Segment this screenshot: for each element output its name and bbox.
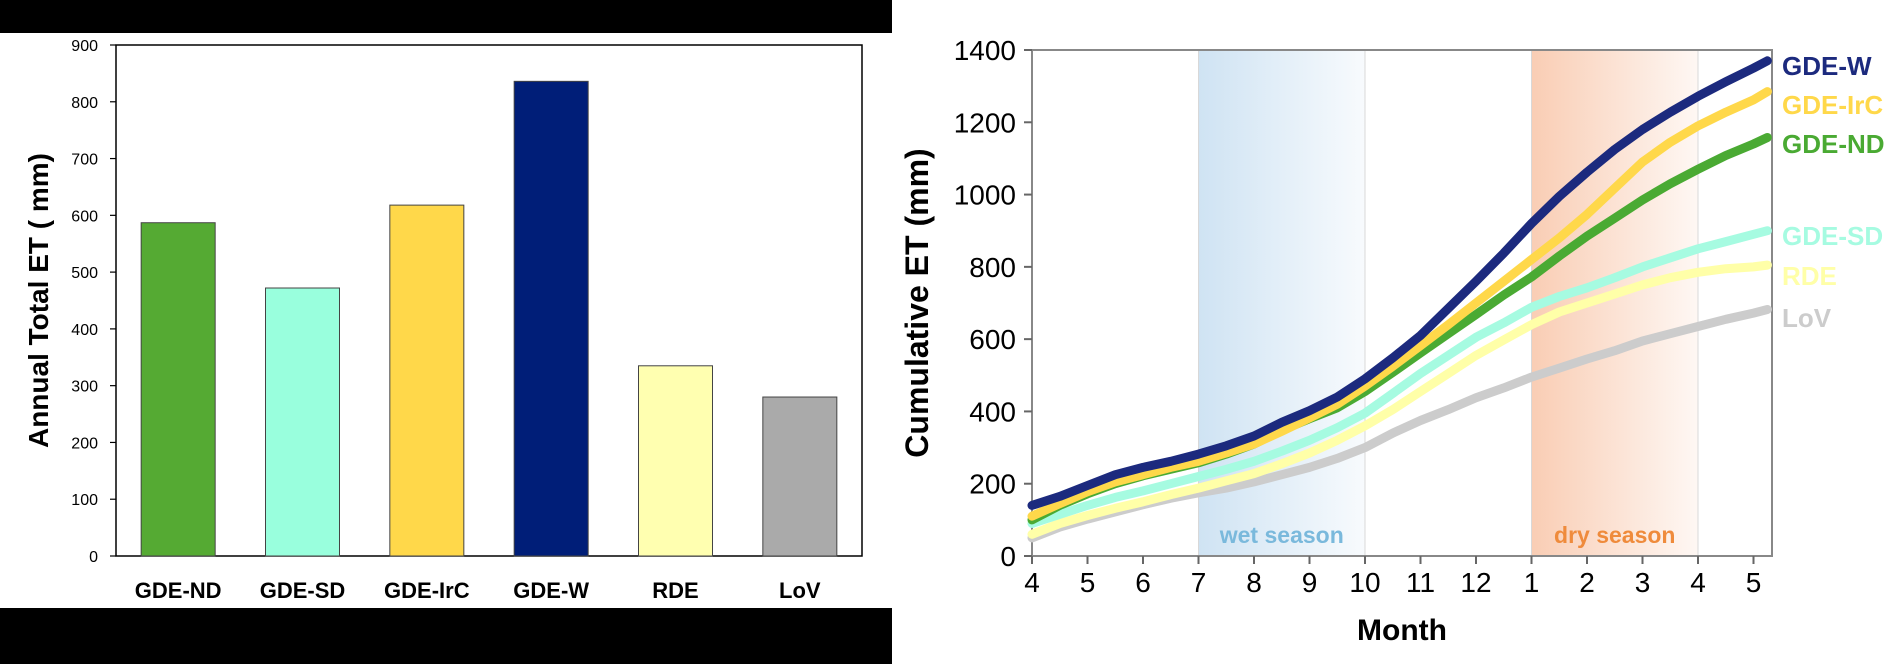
y-tick-label: 400 bbox=[969, 396, 1016, 427]
x-category-label: GDE-SD bbox=[260, 578, 346, 603]
black-band-top bbox=[0, 0, 892, 33]
y-tick-label: 600 bbox=[71, 208, 98, 225]
bar-gde-irc bbox=[389, 204, 465, 557]
x-tick-label: 5 bbox=[1746, 567, 1762, 598]
x-tick-label: 12 bbox=[1460, 567, 1491, 598]
series-label-gde-irc: GDE-IrC bbox=[1782, 90, 1883, 120]
y-tick-label: 1400 bbox=[954, 35, 1016, 66]
x-tick-label: 3 bbox=[1635, 567, 1651, 598]
y-tick-label: 800 bbox=[71, 95, 98, 112]
series-line-gde-irc bbox=[1027, 87, 1772, 521]
series-label-rde: RDE bbox=[1782, 261, 1837, 291]
y-tick-label: 700 bbox=[71, 152, 98, 169]
x-tick-label: 7 bbox=[1191, 567, 1207, 598]
y-tick-label: 200 bbox=[969, 469, 1016, 500]
black-band-bottom bbox=[0, 608, 892, 664]
y-tick-label: 800 bbox=[969, 252, 1016, 283]
series-label-gde-sd: GDE-SD bbox=[1782, 221, 1883, 251]
series-label-lov: LoV bbox=[1782, 303, 1832, 333]
y-axis-title: Cumulative ET (mm) bbox=[899, 148, 935, 457]
y-tick-label: 200 bbox=[71, 435, 98, 452]
x-tick-label: 11 bbox=[1406, 567, 1435, 598]
x-axis-title: Month bbox=[1357, 614, 1447, 647]
y-tick-label: 1200 bbox=[954, 107, 1016, 138]
dry-season-band bbox=[1531, 50, 1698, 556]
series-line-rde bbox=[1027, 260, 1772, 539]
wet-season-label: wet season bbox=[1219, 522, 1344, 548]
x-tick-label: 8 bbox=[1246, 567, 1262, 598]
x-tick-label: 1 bbox=[1524, 567, 1540, 598]
x-tick-label: 2 bbox=[1579, 567, 1595, 598]
y-axis-title: Annual Total ET ( mm) bbox=[23, 153, 54, 448]
bar-rde bbox=[638, 365, 713, 557]
series-label-gde-w: GDE-W bbox=[1782, 51, 1872, 81]
x-tick-label: 10 bbox=[1349, 567, 1380, 598]
x-category-label: LoV bbox=[779, 578, 821, 603]
y-tick-label: 0 bbox=[89, 549, 98, 566]
y-tick-label: 500 bbox=[71, 265, 98, 282]
x-category-label: GDE-ND bbox=[135, 578, 222, 603]
y-tick-label: 0 bbox=[1000, 541, 1016, 572]
bar-gde-sd bbox=[265, 287, 340, 557]
x-category-label: GDE-IrC bbox=[384, 578, 470, 603]
y-tick-label: 300 bbox=[71, 379, 98, 396]
bar-lov bbox=[762, 396, 838, 557]
y-tick-label: 900 bbox=[71, 38, 98, 55]
plot-frame bbox=[1031, 49, 1773, 557]
x-category-label: GDE-W bbox=[513, 578, 589, 603]
y-tick-label: 600 bbox=[969, 324, 1016, 355]
bar-chart-annual-et: 0 100 200 300 400 500 600 700 800 900 GDE-ND GDE-SD… bbox=[23, 38, 863, 603]
x-tick-label: 6 bbox=[1135, 567, 1151, 598]
series-line-gde-w bbox=[1027, 56, 1772, 510]
bar-gde-w bbox=[513, 80, 589, 557]
x-tick-label: 9 bbox=[1302, 567, 1318, 598]
bar-gde-nd bbox=[140, 222, 216, 557]
x-tick-label: 4 bbox=[1690, 567, 1706, 598]
series-label-gde-nd: GDE-ND bbox=[1782, 129, 1885, 159]
y-tick-label: 100 bbox=[71, 492, 98, 509]
y-tick-label: 1000 bbox=[954, 180, 1016, 211]
x-category-label: RDE bbox=[652, 578, 698, 603]
dry-season-label: dry season bbox=[1554, 522, 1675, 548]
plot-frame bbox=[115, 44, 863, 557]
series-line-gde-sd bbox=[1027, 226, 1772, 528]
y-tick-label: 400 bbox=[71, 322, 98, 339]
x-tick-label: 4 bbox=[1024, 567, 1040, 598]
x-tick-label: 5 bbox=[1080, 567, 1096, 598]
